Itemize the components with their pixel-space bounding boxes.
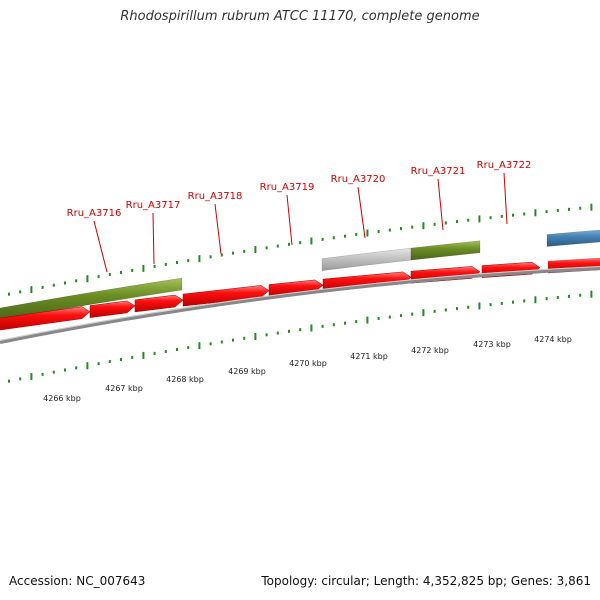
gene-label[interactable]: Rru_A3719	[260, 182, 315, 193]
backbone-highlight	[0, 266, 600, 341]
lower-tick-track	[8, 290, 593, 383]
label-leader-line	[286, 194, 293, 246]
gene-labels: Rru_A3716 Rru_A3717 Rru_A3718 Rru_A3719 Rru_…	[67, 160, 532, 219]
scale-label: 4271 kbp	[350, 352, 388, 361]
scale-labels: 4266 kbp 4267 kbp 4268 kbp 4269 kbp 4270 kbp…	[43, 335, 572, 403]
cds-arrow[interactable]	[89, 300, 136, 318]
label-leader-line	[437, 178, 444, 231]
cds-arrow[interactable]	[0, 306, 91, 331]
label-leader-line	[357, 186, 366, 239]
gene-bar-blue[interactable]	[546, 229, 600, 247]
cds-arrow[interactable]	[182, 285, 270, 307]
scale-label: 4270 kbp	[289, 359, 327, 368]
gene-label[interactable]: Rru_A3716	[67, 208, 122, 219]
gene-label[interactable]: Rru_A3720	[331, 174, 386, 185]
accession-text: Accession: NC_007643	[9, 574, 146, 588]
gene-label[interactable]: Rru_A3722	[477, 160, 532, 171]
upper-tick-track	[8, 203, 593, 296]
scale-label: 4274 kbp	[534, 335, 572, 344]
label-leader-line	[93, 220, 108, 273]
label-leader-line	[214, 203, 222, 255]
scale-label: 4268 kbp	[166, 375, 204, 384]
scale-label: 4266 kbp	[43, 394, 81, 403]
gene-bar-grey[interactable]	[321, 247, 412, 271]
gene-label[interactable]: Rru_A3721	[411, 166, 466, 177]
scale-label: 4273 kbp	[473, 340, 511, 349]
genome-summary-text: Topology: circular; Length: 4,352,825 bp…	[261, 574, 591, 588]
cds-arrow[interactable]	[134, 294, 184, 313]
gene-bar[interactable]	[410, 240, 481, 261]
scale-label: 4272 kbp	[411, 346, 449, 355]
scale-label: 4267 kbp	[105, 384, 143, 393]
genome-backbone	[0, 266, 600, 344]
scale-label: 4269 kbp	[228, 367, 266, 376]
label-leaders	[93, 172, 508, 273]
map-title: Rhodospirillum rubrum ATCC 11170, comple…	[120, 9, 480, 24]
label-leader-line	[503, 172, 508, 225]
gene-label[interactable]: Rru_A3717	[126, 200, 181, 211]
gene-label[interactable]: Rru_A3718	[188, 191, 243, 202]
label-leader-line	[152, 212, 155, 265]
